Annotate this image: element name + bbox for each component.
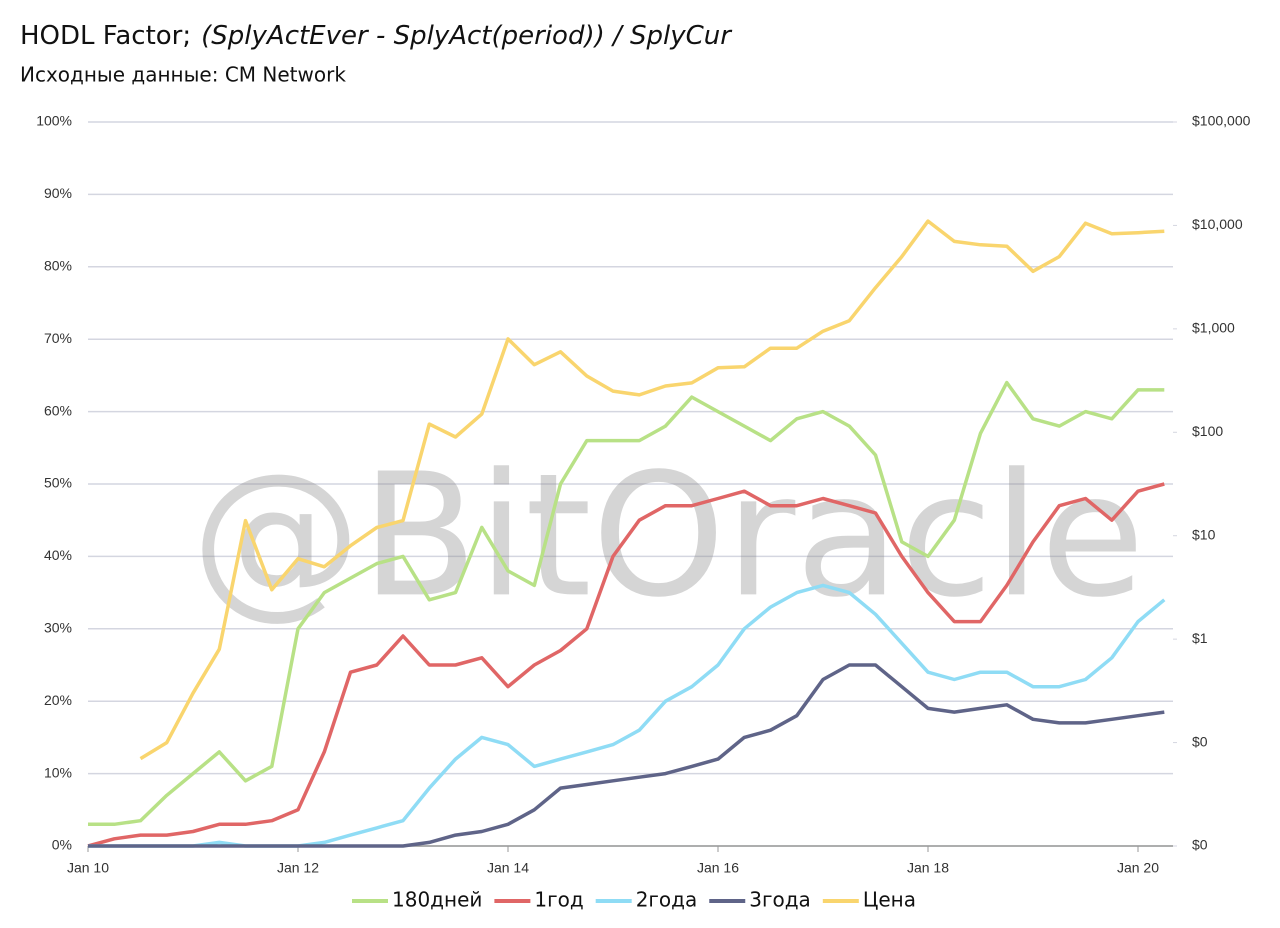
y2-tick-label: $0 bbox=[1192, 837, 1208, 853]
x-tick-label: Jan 16 bbox=[697, 860, 739, 876]
series-line bbox=[139, 219, 1165, 761]
y2-tick-label: $10 bbox=[1192, 526, 1216, 542]
x-tick-label: Jan 18 bbox=[907, 860, 949, 876]
chart-title: HODL Factor; (SplyActEver - SplyAct(perio… bbox=[20, 21, 733, 51]
legend-label: 1год bbox=[534, 888, 583, 912]
y2-tick-label: $10,000 bbox=[1192, 216, 1243, 232]
y2-tick-label: $1,000 bbox=[1192, 320, 1235, 336]
title-formula: (SplyActEver - SplyAct(period)) / SplyCu… bbox=[201, 21, 733, 51]
x-tick-label: Jan 20 bbox=[1117, 860, 1159, 876]
y-tick-label: 30% bbox=[44, 620, 72, 636]
x-tick-label: Jan 14 bbox=[487, 860, 529, 876]
y2-tick-label: $1 bbox=[1192, 630, 1208, 646]
legend-label: 3года bbox=[749, 888, 811, 912]
y2-tick-label: $0 bbox=[1192, 733, 1208, 749]
legend-label: 180дней bbox=[392, 888, 482, 912]
series-line bbox=[88, 663, 1165, 848]
x-tick-label: Jan 10 bbox=[67, 860, 109, 876]
y2-tick-label: $100,000 bbox=[1192, 113, 1251, 129]
y-tick-label: 60% bbox=[44, 402, 72, 418]
chart-subtitle: Исходные данные: CM Network bbox=[20, 63, 346, 87]
y-tick-label: 50% bbox=[44, 475, 72, 491]
x-tick-label: Jan 12 bbox=[277, 860, 319, 876]
series-line bbox=[87, 482, 1165, 848]
y2-tick-label: $100 bbox=[1192, 423, 1223, 439]
legend-label: 2года bbox=[636, 888, 698, 912]
series-line bbox=[88, 380, 1165, 827]
y-tick-label: 0% bbox=[52, 837, 72, 853]
y-tick-label: 100% bbox=[36, 113, 72, 129]
legend: 180дней 1год 2года 3года Цена bbox=[352, 888, 916, 912]
y-tick-label: 70% bbox=[44, 330, 72, 346]
y-tick-label: 40% bbox=[44, 547, 72, 563]
y-tick-label: 80% bbox=[44, 258, 72, 274]
watermark: @BitOracle bbox=[191, 437, 1145, 635]
y-tick-label: 10% bbox=[44, 764, 72, 780]
y-tick-label: 20% bbox=[44, 692, 72, 708]
y-tick-label: 90% bbox=[44, 185, 72, 201]
legend-label: Цена bbox=[863, 888, 916, 912]
title-main: HODL Factor; bbox=[20, 21, 191, 51]
